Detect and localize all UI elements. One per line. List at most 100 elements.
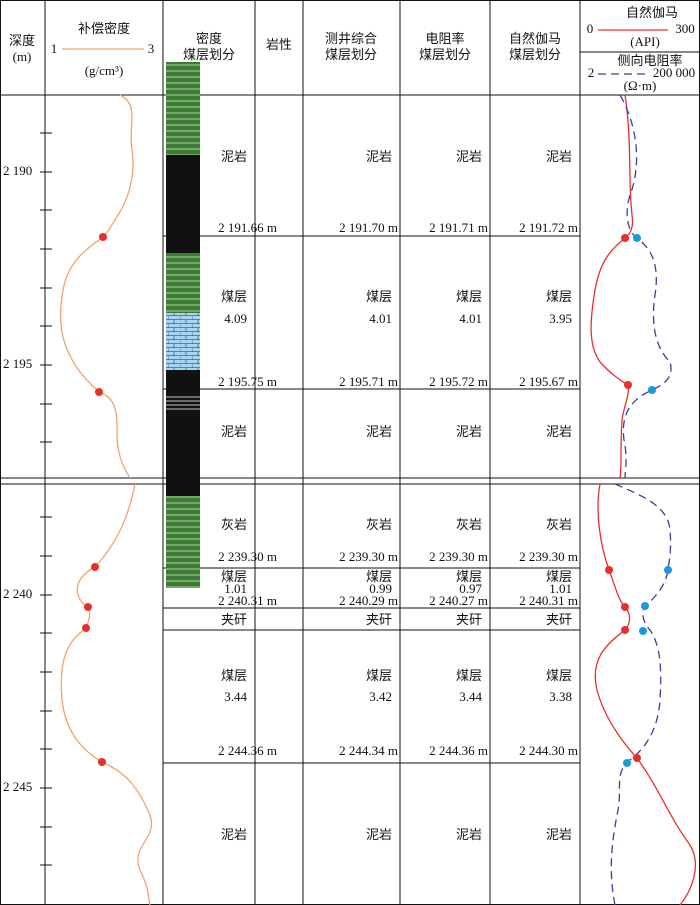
layer-label: 煤层 bbox=[546, 668, 572, 683]
res-title: 侧向电阻率 bbox=[617, 53, 682, 68]
layer-label: 煤层 bbox=[366, 668, 392, 683]
layer-label: 煤层 bbox=[546, 569, 572, 584]
depth-label: 2 245 bbox=[3, 779, 32, 794]
layer-label: 1.01 bbox=[224, 581, 247, 596]
layer-label: 煤层 bbox=[221, 289, 247, 304]
depth-label: 2 190 bbox=[3, 163, 32, 178]
layer-label: 4.01 bbox=[369, 311, 392, 326]
layer-label: 0.97 bbox=[459, 581, 482, 596]
depth-ticks bbox=[40, 132, 52, 866]
boundary-depth: 2 239.30 m bbox=[519, 549, 578, 564]
curve-points bbox=[605, 234, 672, 767]
layer-label: 3.44 bbox=[459, 689, 482, 704]
gamma-curve bbox=[590, 94, 697, 905]
column-header: 电阻率 bbox=[425, 31, 464, 46]
layer-label: 煤层 bbox=[221, 668, 247, 683]
boundary-depth: 2 244.34 m bbox=[339, 743, 398, 758]
gr-min: 0 bbox=[587, 21, 594, 36]
layer-label: 灰岩 bbox=[546, 517, 572, 532]
gr-unit: (API) bbox=[630, 34, 660, 49]
density-unit: (g/cm³) bbox=[85, 63, 124, 78]
layer-label: 泥岩 bbox=[456, 424, 482, 439]
res-unit: (Ω·m) bbox=[624, 78, 657, 93]
boundary-depth: 2 240.31 m bbox=[519, 593, 578, 608]
layer-label: 泥岩 bbox=[366, 149, 392, 164]
layer-label: 0.99 bbox=[369, 581, 392, 596]
boundary-depth: 2 191.66 m bbox=[218, 220, 277, 235]
boundary-depth: 2 240.31 m bbox=[218, 593, 277, 608]
density-curve bbox=[59, 94, 153, 905]
layer-label: 1.01 bbox=[549, 581, 572, 596]
layer-label: 3.38 bbox=[549, 689, 572, 704]
header-legend-lines bbox=[62, 29, 668, 75]
boundary-depth: 2 244.30 m bbox=[519, 743, 578, 758]
depth-label: 2 240 bbox=[3, 586, 32, 601]
column-header: 煤层划分 bbox=[183, 47, 235, 62]
boundary-depth: 2 239.30 m bbox=[218, 549, 277, 564]
layer-label: 煤层 bbox=[456, 289, 482, 304]
column-header: 煤层划分 bbox=[325, 47, 377, 62]
boundary-depth: 2 195.72 m bbox=[429, 374, 488, 389]
boundary-depth: 2 195.75 m bbox=[218, 374, 277, 389]
layer-label: 泥岩 bbox=[221, 149, 247, 164]
header-text: 深度 (m) 补偿密度 1 3 (g/cm³) 自然伽马 0 300 (API)… bbox=[9, 5, 695, 93]
depth-unit: (m) bbox=[13, 49, 32, 64]
boundary-depth: 2 191.70 m bbox=[339, 220, 398, 235]
lithology-strip bbox=[166, 62, 200, 588]
layer-label: 4.01 bbox=[459, 311, 482, 326]
boundary-depth: 2 191.72 m bbox=[519, 220, 578, 235]
layer-label: 煤层 bbox=[546, 289, 572, 304]
density-title: 补偿密度 bbox=[78, 21, 130, 36]
column-header: 煤层划分 bbox=[509, 47, 561, 62]
boundary-depth: 2 195.67 m bbox=[519, 374, 578, 389]
layer-label: 灰岩 bbox=[456, 517, 482, 532]
boundary-depth: 2 239.30 m bbox=[339, 549, 398, 564]
column-header: 自然伽马 bbox=[509, 31, 561, 46]
layer-label: 灰岩 bbox=[366, 517, 392, 532]
layer-label: 灰岩 bbox=[221, 517, 247, 532]
density-max: 3 bbox=[148, 41, 155, 56]
layer-label: 3.95 bbox=[549, 311, 572, 326]
boundary-depth: 2 240.27 m bbox=[429, 593, 488, 608]
layer-label: 夹矸 bbox=[456, 612, 482, 627]
gr-max: 300 bbox=[675, 21, 695, 36]
layer-label: 4.09 bbox=[224, 311, 247, 326]
density-points bbox=[82, 233, 107, 766]
layer-label: 泥岩 bbox=[546, 149, 572, 164]
layer-label: 泥岩 bbox=[366, 827, 392, 842]
depth-title: 深度 bbox=[9, 33, 35, 48]
depth-label: 2 195 bbox=[3, 356, 32, 371]
density-min: 1 bbox=[51, 41, 58, 56]
boundary-depth: 2 191.71 m bbox=[429, 220, 488, 235]
layer-label: 泥岩 bbox=[546, 827, 572, 842]
column-header: 密度 bbox=[196, 31, 222, 46]
boundary-depth: 2 244.36 m bbox=[429, 743, 488, 758]
layer-label: 煤层 bbox=[456, 569, 482, 584]
layer-label: 泥岩 bbox=[546, 424, 572, 439]
layer-label: 3.44 bbox=[224, 689, 247, 704]
layer-label: 泥岩 bbox=[456, 827, 482, 842]
layer-label: 煤层 bbox=[366, 289, 392, 304]
layer-label: 夹矸 bbox=[546, 612, 572, 627]
gr-title: 自然伽马 bbox=[626, 5, 678, 20]
column-header: 煤层划分 bbox=[419, 47, 471, 62]
layer-label: 煤层 bbox=[456, 668, 482, 683]
layer-label: 泥岩 bbox=[221, 827, 247, 842]
layer-label: 3.42 bbox=[369, 689, 392, 704]
layer-label: 泥岩 bbox=[456, 149, 482, 164]
column-header: 测井综合 bbox=[325, 31, 377, 46]
layer-label: 夹矸 bbox=[221, 612, 247, 627]
layer-label: 煤层 bbox=[366, 569, 392, 584]
layer-label: 夹矸 bbox=[366, 612, 392, 627]
boundary-depth: 2 240.29 m bbox=[339, 593, 398, 608]
layer-label: 泥岩 bbox=[366, 424, 392, 439]
column-header: 岩性 bbox=[266, 37, 292, 52]
res-min: 2 bbox=[588, 65, 595, 80]
layer-label: 泥岩 bbox=[221, 424, 247, 439]
resistivity-curve bbox=[610, 94, 672, 905]
boundary-depth: 2 244.36 m bbox=[218, 743, 277, 758]
boundary-depth: 2 239.30 m bbox=[429, 549, 488, 564]
boundary-depth: 2 195.71 m bbox=[339, 374, 398, 389]
